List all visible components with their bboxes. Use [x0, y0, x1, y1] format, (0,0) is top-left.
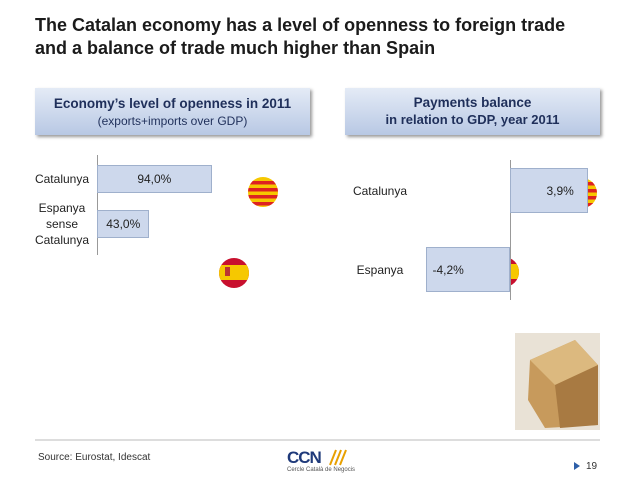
axis-line — [510, 160, 511, 300]
slide-title: The Catalan economy has a level of openn… — [35, 15, 566, 58]
category-label: Catalunya — [34, 172, 90, 186]
flag-spain — [219, 258, 249, 288]
chart-subtitle: (exports+imports over GDP) — [97, 114, 248, 128]
page-number: 19 — [586, 461, 598, 472]
logo-name: CCN — [287, 448, 322, 467]
value-label: 94,0% — [137, 172, 172, 186]
chart-header: Economy’s level of openness in 2011 (exp… — [35, 88, 310, 135]
page-marker — [574, 462, 580, 470]
logo-mark — [329, 449, 347, 466]
category-label: Catalunya — [352, 183, 408, 198]
chart-subtitle: in relation to GDP, year 2011 — [385, 112, 560, 127]
category-label: Espanya sense Catalunya — [34, 201, 90, 247]
value-label: -4,2% — [432, 262, 464, 277]
logo-caption: Cercle Català de Negocis — [287, 467, 356, 473]
category-label: Espanya — [356, 262, 404, 277]
bar — [97, 210, 150, 238]
bar — [97, 165, 212, 193]
axis-line — [97, 155, 98, 255]
flag-catalonia — [248, 177, 278, 207]
box-photo — [515, 333, 600, 430]
chart-header: Payments balance in relation to GDP, yea… — [345, 88, 600, 135]
source: Source: Eurostat, Idescat — [38, 452, 151, 463]
chart-title: Payments balance — [413, 95, 532, 110]
chart-title: Economy’s level of openness in 2011 — [53, 96, 292, 111]
bar — [510, 168, 588, 213]
bar — [426, 247, 510, 292]
value-label: 3,9% — [546, 183, 574, 198]
value-label: 43,0% — [106, 217, 141, 231]
